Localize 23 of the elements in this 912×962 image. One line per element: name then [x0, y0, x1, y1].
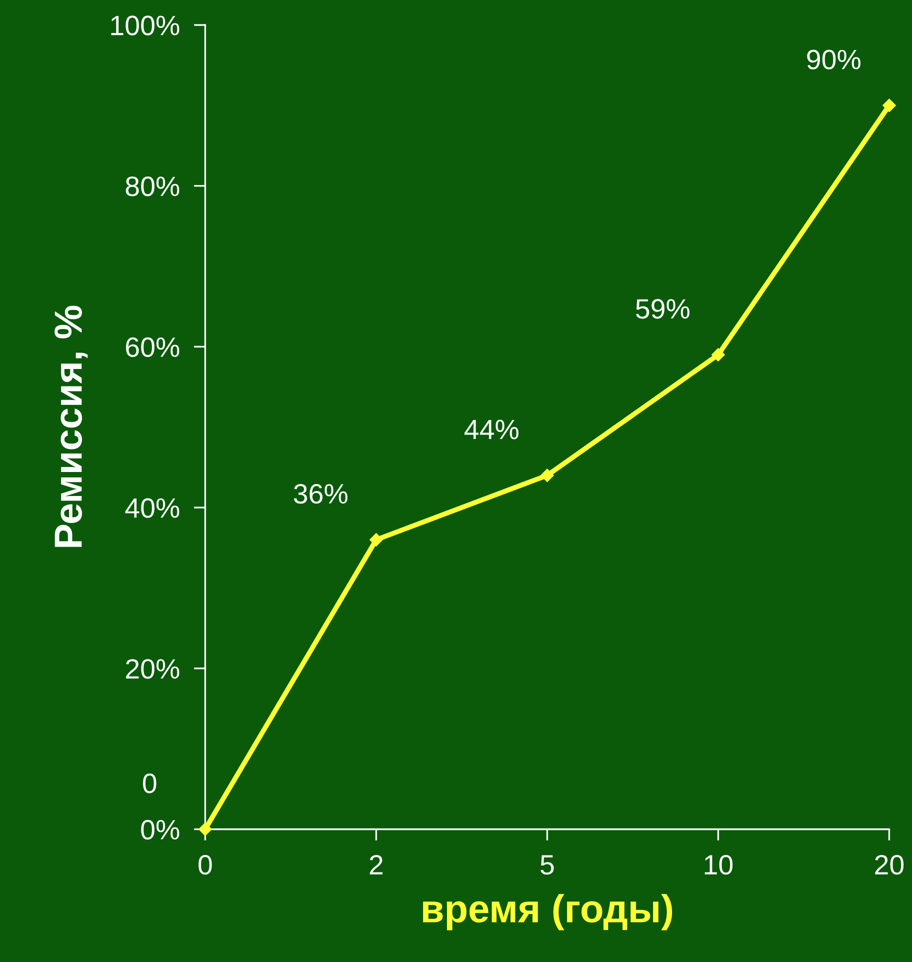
- x-tick-label: 2: [370, 854, 383, 874]
- data-label: 90%: [807, 50, 860, 70]
- point: [370, 533, 383, 546]
- y-axis-title: Ремиссия, %: [54, 306, 88, 547]
- y-tick-label: 80%: [126, 176, 180, 196]
- data-label: 44%: [464, 420, 518, 440]
- x-tick-label: 5: [540, 855, 554, 875]
- x-axis-title: время (годы): [423, 894, 672, 930]
- x-tick-label: 10: [704, 854, 733, 875]
- y-tick-label: 40%: [125, 498, 180, 518]
- y-tick-label: 20%: [126, 659, 180, 679]
- point: [712, 348, 725, 362]
- y-tick-label: 60%: [126, 337, 180, 358]
- x-tick-label: 20: [875, 854, 904, 875]
- data-label: 0: [143, 774, 156, 794]
- point: [540, 468, 554, 482]
- x-tick-label: 0: [198, 854, 212, 875]
- data-label: 59%: [636, 299, 690, 319]
- y-tick-label: 100%: [111, 16, 180, 36]
- y-tick-label: 0%: [141, 820, 180, 840]
- point: [198, 822, 212, 836]
- data-label: 36%: [294, 484, 348, 504]
- point: [882, 98, 896, 112]
